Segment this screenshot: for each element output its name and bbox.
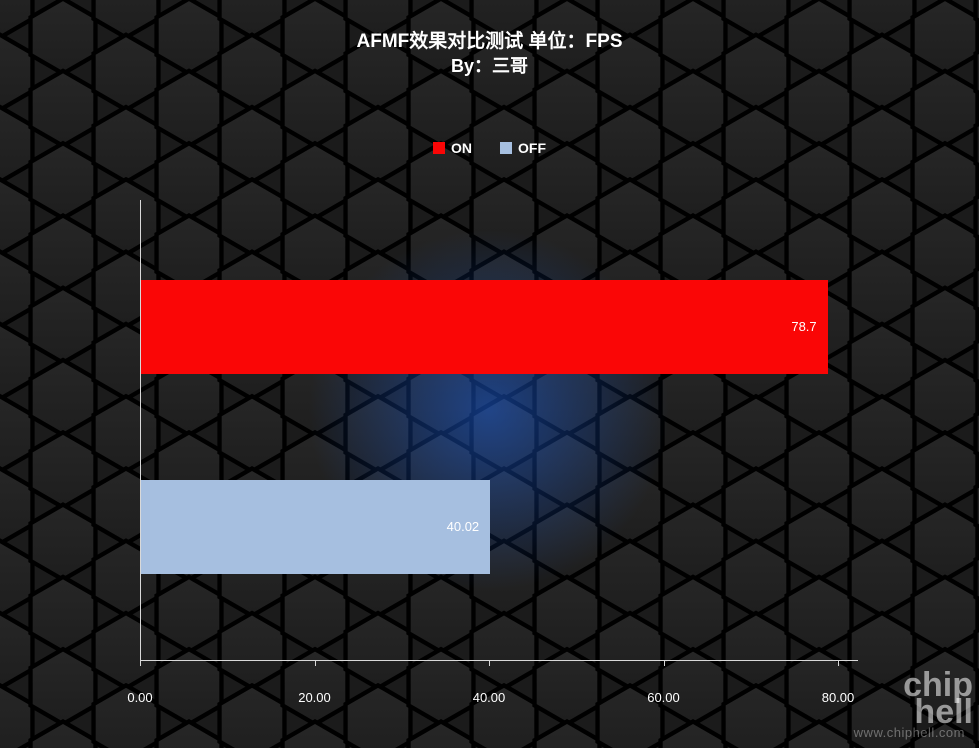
x-tick <box>315 660 316 666</box>
legend-swatch-on <box>433 142 445 154</box>
x-tick-label: 80.00 <box>822 690 855 705</box>
legend-item-off: OFF <box>500 140 546 156</box>
x-tick-label: 20.00 <box>298 690 331 705</box>
x-tick-label: 40.00 <box>473 690 506 705</box>
x-tick-label: 0.00 <box>127 690 152 705</box>
plot-area <box>140 180 858 660</box>
watermark-logo-line2: hell <box>903 699 973 726</box>
y-axis-line <box>140 200 141 660</box>
chart-canvas: AFMF效果对比测试 单位：FPS By：三哥 ON OFF chip hell… <box>0 0 979 748</box>
x-tick <box>664 660 665 666</box>
x-axis-line <box>140 660 858 661</box>
x-tick <box>838 660 839 666</box>
legend-item-on: ON <box>433 140 472 156</box>
legend-label-on: ON <box>451 140 472 156</box>
legend-label-off: OFF <box>518 140 546 156</box>
chart-subtitle: By：三哥 <box>0 52 979 78</box>
bar-on <box>141 280 828 374</box>
legend-swatch-off <box>500 142 512 154</box>
chart-content: AFMF效果对比测试 单位：FPS By：三哥 ON OFF chip hell… <box>0 0 979 748</box>
chart-title: AFMF效果对比测试 单位：FPS <box>0 26 979 53</box>
bar-off <box>141 480 490 574</box>
bar-value-on: 78.7 <box>791 319 816 334</box>
chart-legend: ON OFF <box>0 140 979 156</box>
x-tick <box>489 660 490 666</box>
watermark-logo: chip hell <box>903 672 973 726</box>
bar-value-off: 40.02 <box>447 519 480 534</box>
x-tick <box>140 660 141 666</box>
x-tick-label: 60.00 <box>647 690 680 705</box>
watermark-url: www.chiphell.com <box>854 725 965 740</box>
